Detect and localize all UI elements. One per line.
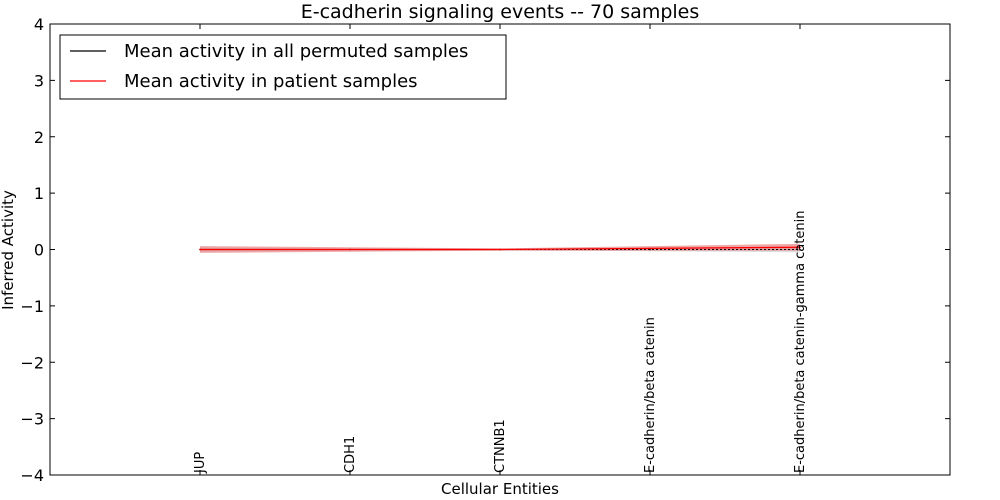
y-tick-label: −3 xyxy=(20,410,44,429)
legend-box xyxy=(59,34,507,100)
y-axis: 4 3 2 1 0 −1 −2 −3 −4 xyxy=(20,15,950,485)
point-series-1 xyxy=(349,248,351,251)
y-tick-label: −4 xyxy=(20,466,44,485)
point-series-1 xyxy=(499,248,501,251)
series-lines xyxy=(199,246,801,251)
y-axis-label: Inferred Activity xyxy=(0,190,17,310)
category-label: E-cadherin/beta catenin xyxy=(643,317,658,473)
y-tick-label: 4 xyxy=(34,15,44,34)
y-tick-label: −2 xyxy=(20,353,44,372)
y-tick-label: 1 xyxy=(34,184,44,203)
y-tick-label: 2 xyxy=(34,128,44,147)
chart-title: E-cadherin signaling events -- 70 sample… xyxy=(301,1,700,23)
legend: Mean activity in all permuted samples Me… xyxy=(59,34,507,100)
y-tick-label: −1 xyxy=(20,297,44,316)
category-labels: JUP CDH1 CTNNB1 E-cadherin/beta catenin E-ca… xyxy=(193,24,808,475)
point-series-0 xyxy=(649,248,651,251)
legend-label-patient: Mean activity in patient samples xyxy=(124,71,418,92)
point-series-0 xyxy=(799,248,801,251)
y-tick-label: 0 xyxy=(34,241,44,260)
band-series-1 xyxy=(200,243,800,253)
point-series-1 xyxy=(199,248,201,251)
legend-label-permuted: Mean activity in all permuted samples xyxy=(124,41,468,62)
x-axis-label: Cellular Entities xyxy=(441,480,559,498)
y-tick-label: 3 xyxy=(34,71,44,90)
category-label: E-cadherin/beta catenin-gamma catenin xyxy=(793,211,808,473)
category-label: CDH1 xyxy=(343,436,358,473)
point-series-1 xyxy=(649,247,651,250)
point-series-1 xyxy=(799,246,801,249)
category-label: CTNNB1 xyxy=(493,419,508,473)
category-label: JUP xyxy=(193,452,208,474)
